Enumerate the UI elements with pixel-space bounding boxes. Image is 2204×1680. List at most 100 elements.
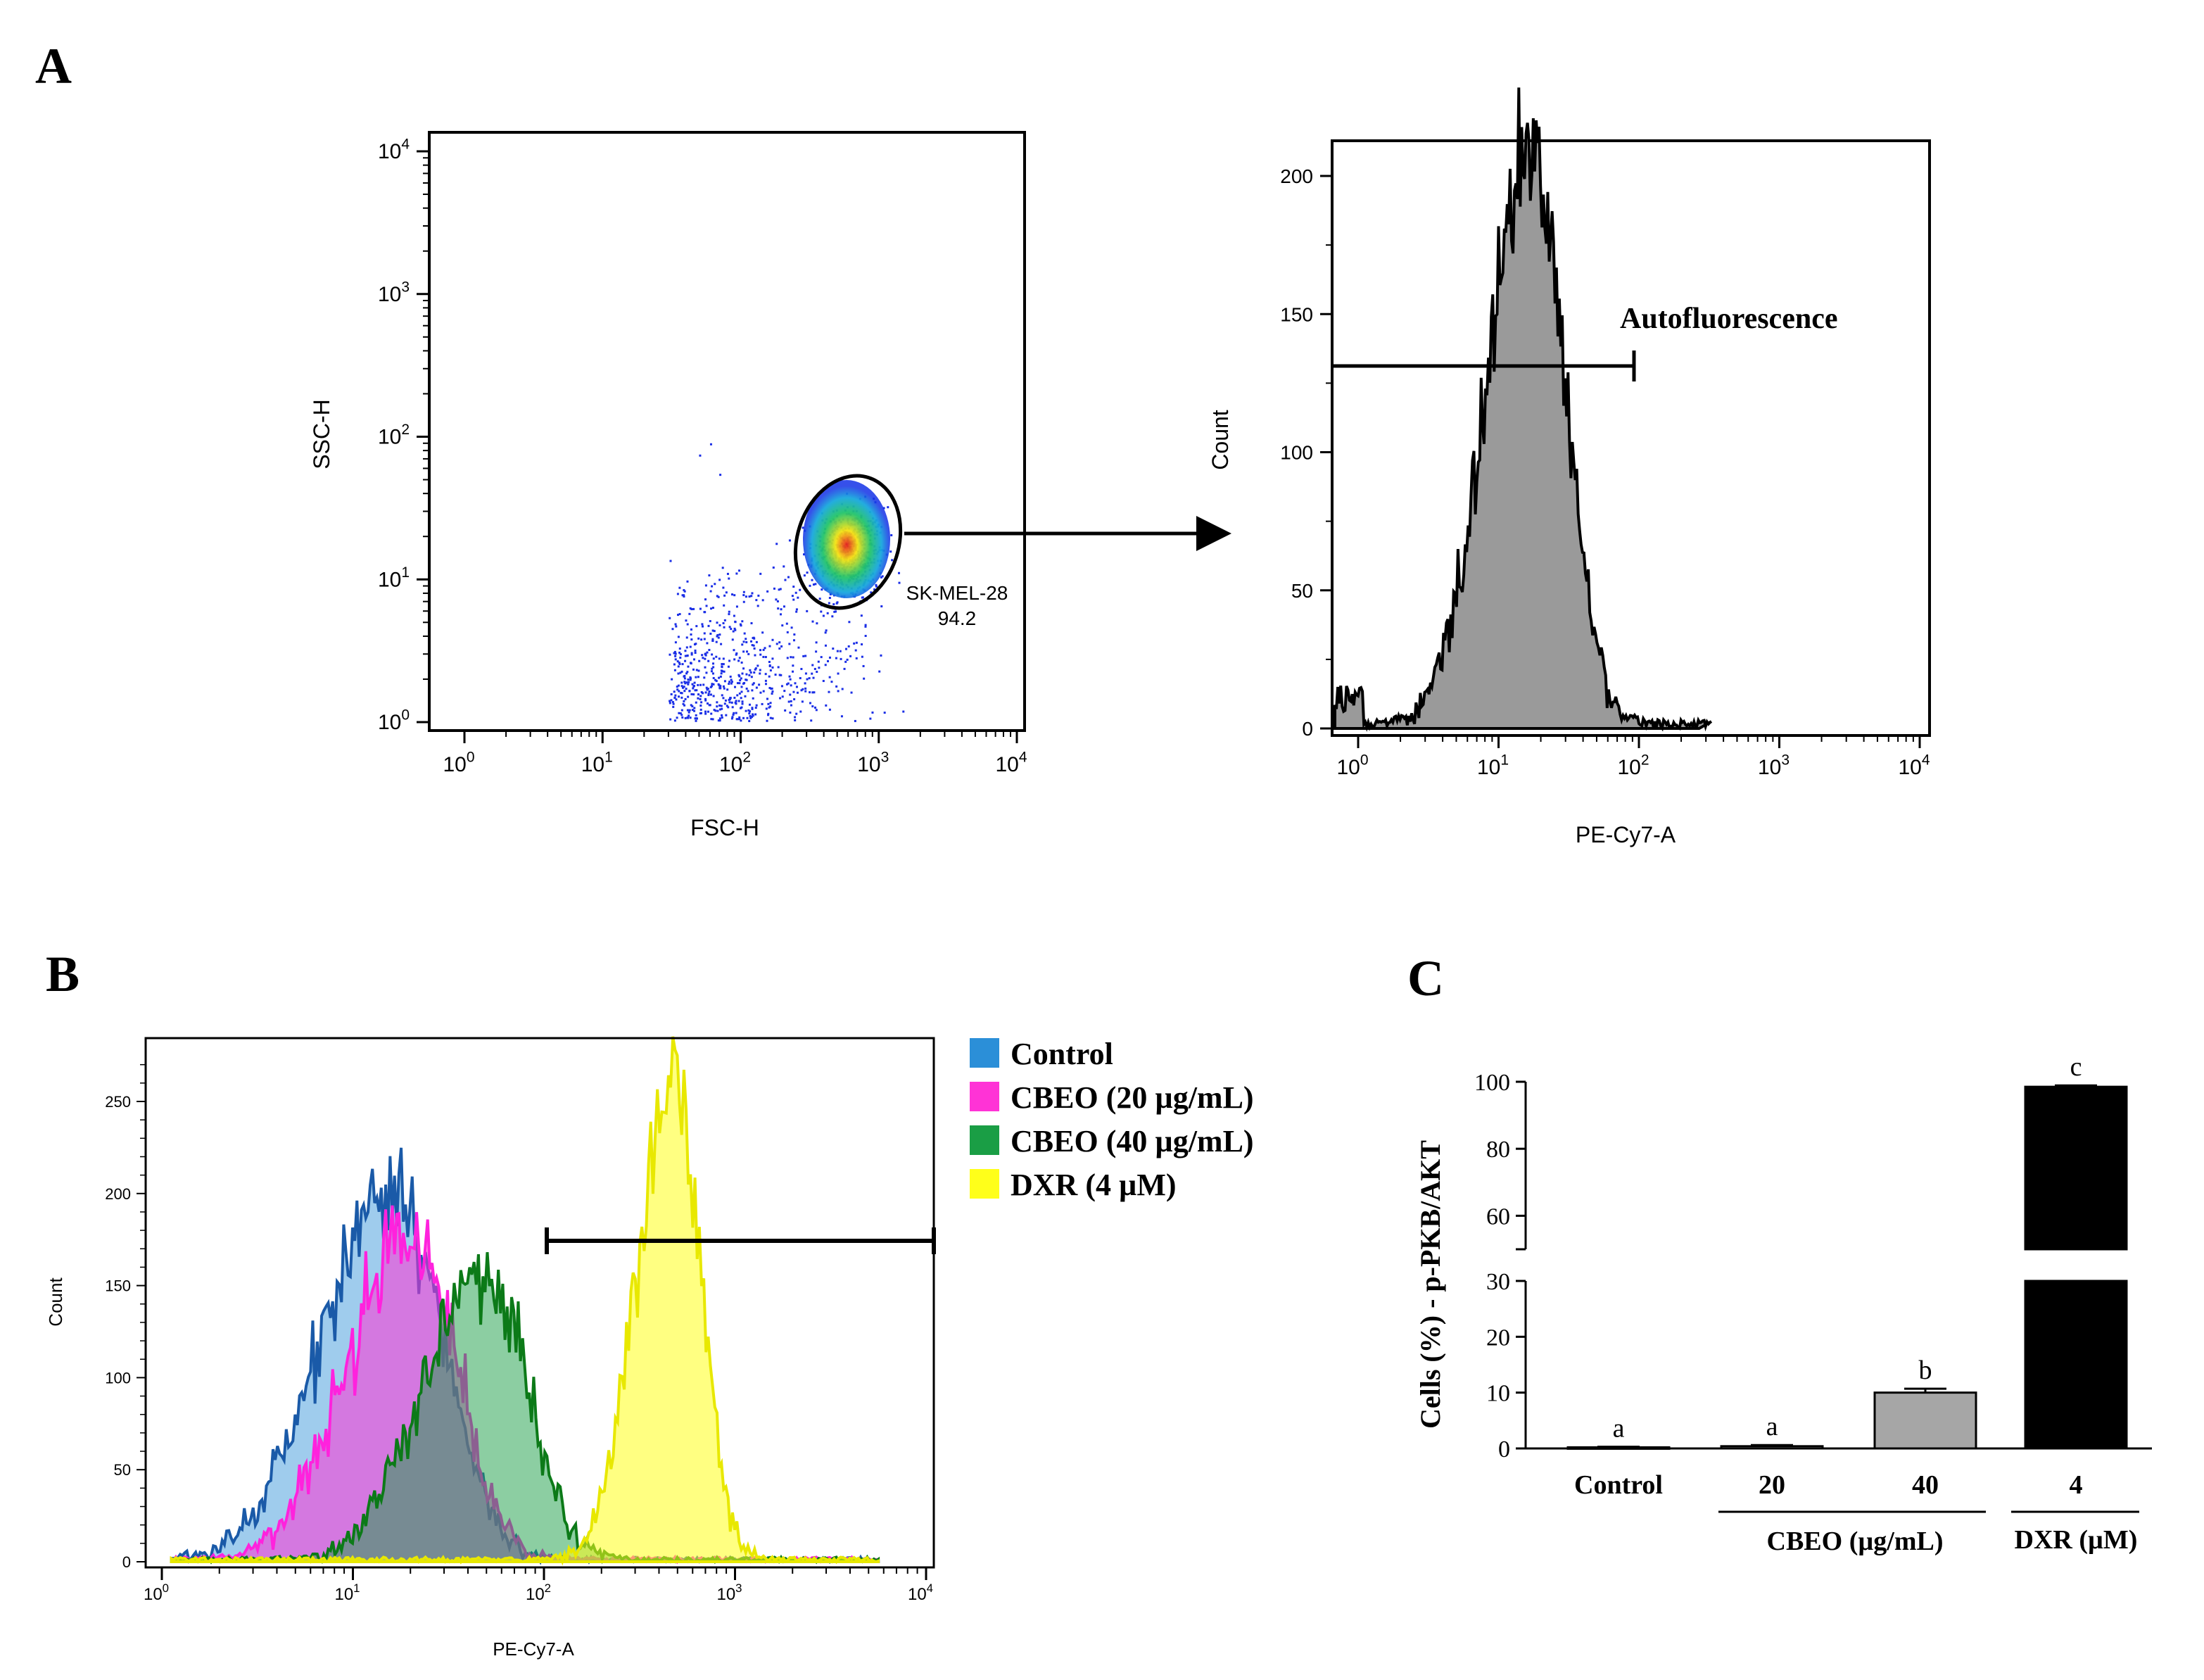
event-dot	[751, 592, 754, 595]
event-dot	[778, 641, 781, 644]
event-dot	[768, 645, 771, 648]
legend-item-cbeo-20[interactable]: CBEO (20 µg/mL)	[970, 1080, 1254, 1115]
event-dot	[738, 682, 741, 685]
event-dot	[794, 719, 797, 721]
event-dot	[704, 584, 707, 587]
event-dot	[706, 651, 709, 654]
legend-item-dxr[interactable]: DXR (4 µM)	[970, 1168, 1177, 1202]
event-dot	[788, 539, 791, 542]
event-dot	[784, 579, 787, 581]
x-tick-label: 102	[719, 750, 751, 777]
event-dot	[712, 683, 715, 686]
event-dot	[750, 622, 753, 625]
event-dot	[835, 610, 837, 613]
event-dot	[752, 713, 754, 716]
event-dot	[835, 657, 837, 659]
event-dot	[728, 681, 731, 683]
event-dot	[669, 700, 671, 702]
y-tick-label: 20	[1486, 1325, 1510, 1351]
x-axis-label: FSC-H	[690, 815, 759, 840]
histogram-b-frame	[144, 1037, 935, 1569]
event-dot	[898, 581, 901, 584]
y-axis-label: Count	[45, 1277, 66, 1327]
event-dot	[804, 672, 807, 675]
event-dot	[777, 666, 780, 669]
event-dot	[686, 709, 689, 712]
event-dot	[730, 678, 733, 681]
event-dot	[761, 599, 764, 602]
event-dot	[699, 708, 702, 711]
legend-item-cbeo-40[interactable]: CBEO (40 µg/mL)	[970, 1124, 1254, 1158]
event-dot	[669, 560, 672, 562]
event-dot	[683, 675, 685, 678]
event-dot	[704, 654, 707, 657]
event-dot	[811, 664, 814, 667]
event-dot	[780, 645, 783, 648]
event-dot	[843, 667, 846, 670]
overlay-gate[interactable]	[545, 1227, 936, 1254]
event-dot	[718, 624, 721, 626]
event-dot	[699, 683, 702, 686]
event-dot	[734, 621, 737, 624]
event-dot	[717, 636, 720, 639]
event-dot	[689, 607, 692, 610]
x-tick-label: 101	[1477, 752, 1509, 780]
legend-item-control[interactable]: Control	[970, 1037, 1113, 1071]
event-dot	[759, 672, 761, 675]
event-dot	[769, 669, 772, 672]
event-dot	[891, 559, 894, 562]
y-tick-label: 0	[1302, 718, 1313, 740]
gate-ellipse[interactable]	[779, 462, 917, 621]
event-dot	[733, 658, 736, 661]
event-dot	[762, 648, 765, 651]
event-dot	[769, 716, 772, 719]
event-dot	[828, 656, 831, 659]
histogram-a-frame	[1331, 139, 1931, 737]
event-dot	[759, 653, 762, 656]
y-tick-label: 50	[114, 1461, 131, 1479]
event-dot	[728, 701, 731, 704]
event-dot	[795, 610, 798, 613]
event-dot	[723, 626, 726, 629]
event-dot	[703, 632, 706, 635]
event-dot	[750, 716, 753, 719]
event-dot	[707, 688, 709, 690]
event-dot	[799, 710, 802, 713]
event-dot	[800, 689, 803, 692]
event-dot	[697, 697, 699, 700]
event-dot	[745, 595, 747, 598]
event-dot	[765, 707, 768, 710]
event-dot	[703, 676, 706, 679]
event-dot	[718, 704, 721, 707]
event-dot	[728, 626, 731, 629]
event-dot	[688, 711, 690, 714]
event-dot	[704, 699, 707, 702]
event-dot	[717, 595, 720, 598]
event-dot	[790, 684, 792, 687]
event-dot	[789, 711, 792, 714]
event-dot	[676, 614, 679, 617]
event-dot	[673, 663, 676, 666]
event-dot	[754, 667, 757, 670]
event-dot	[690, 704, 692, 707]
y-tick-label: 200	[1280, 165, 1313, 187]
event-dot	[821, 588, 823, 591]
event-dot	[735, 572, 738, 575]
event-dot	[764, 679, 767, 682]
event-dot	[790, 626, 793, 629]
event-dot	[698, 659, 701, 662]
autofluorescence-gate[interactable]	[1334, 350, 1636, 381]
event-dot	[673, 719, 676, 722]
event-dot	[690, 638, 693, 641]
event-dot	[723, 702, 726, 705]
event-dot	[683, 589, 685, 592]
event-dot	[741, 700, 744, 703]
event-dot	[674, 658, 677, 661]
legend-swatch-control	[970, 1038, 999, 1068]
event-dot	[704, 712, 707, 715]
event-dot	[778, 588, 780, 591]
event-dot	[722, 663, 725, 666]
event-dot	[835, 602, 838, 605]
event-dot	[702, 692, 704, 695]
event-dot	[720, 672, 723, 675]
